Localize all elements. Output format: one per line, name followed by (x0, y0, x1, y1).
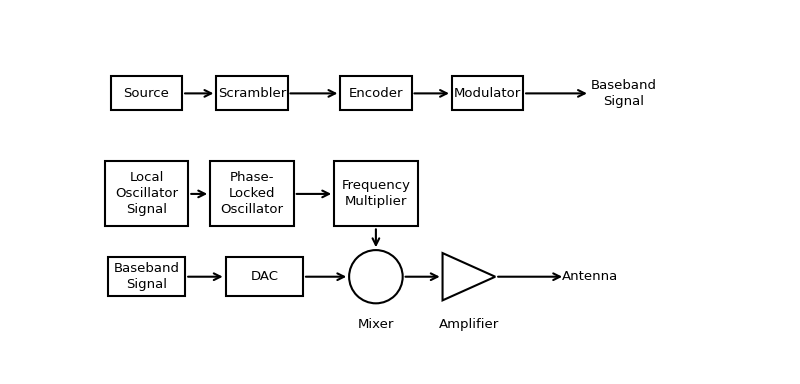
Bar (340, 76, 411, 110)
Bar (452, 76, 523, 110)
Bar (216, 76, 287, 110)
Bar (210, 161, 294, 227)
Bar (105, 161, 188, 227)
Text: Baseband
Signal: Baseband Signal (591, 79, 657, 108)
Ellipse shape (349, 250, 402, 303)
Text: Phase-
Locked
Oscillator: Phase- Locked Oscillator (221, 171, 283, 217)
Text: Amplifier: Amplifier (438, 318, 499, 331)
Text: Local
Oscillator
Signal: Local Oscillator Signal (115, 171, 178, 217)
Text: Source: Source (123, 87, 170, 100)
Text: Baseband
Signal: Baseband Signal (114, 262, 179, 291)
Text: Scrambler: Scrambler (218, 87, 286, 100)
Text: Encoder: Encoder (349, 87, 403, 100)
Bar (334, 161, 418, 227)
Text: DAC: DAC (250, 270, 278, 283)
Bar (226, 258, 303, 296)
Bar (111, 76, 182, 110)
Text: Mixer: Mixer (358, 318, 394, 331)
Text: Antenna: Antenna (562, 270, 618, 283)
Bar (108, 258, 186, 296)
Text: Modulator: Modulator (454, 87, 521, 100)
Polygon shape (442, 253, 495, 300)
Text: Frequency
Multiplier: Frequency Multiplier (342, 179, 410, 209)
